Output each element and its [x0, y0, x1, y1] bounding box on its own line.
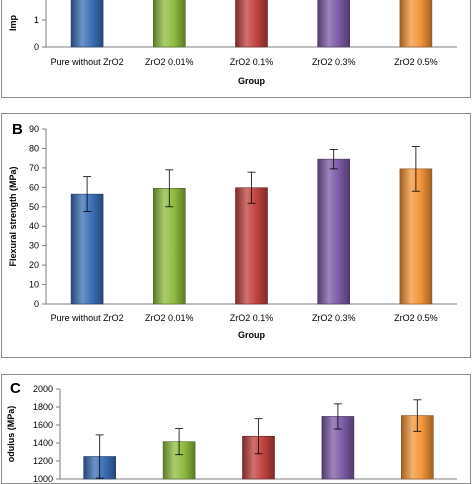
modulus-chart: C 1000 1200 1400 1600 1800 2000 odulus (MPa): [6, 380, 457, 483]
y-tick-label: 1600: [33, 420, 53, 430]
bar-4: [317, 158, 351, 305]
y-tick-label: 0: [34, 299, 39, 309]
x-tick-label-5: ZrO2 0.5%: [394, 313, 438, 323]
bar-5: [399, 0, 433, 48]
bar-1: [70, 193, 104, 305]
y-tick-label: 80: [29, 143, 39, 153]
y-tick-label: 40: [29, 221, 39, 231]
flexural-strength-chart: B 0 10 20 30 40 50 60 70 80 90 Flexural strength (M…: [8, 121, 457, 340]
y-tick-label: 30: [29, 241, 39, 251]
y-tick-label: 60: [29, 182, 39, 192]
y-tick-label: 50: [29, 202, 39, 212]
y-tick-label: 1400: [33, 438, 53, 448]
y-tick-label: 2000: [33, 384, 53, 394]
chart-panel-b: B 0 10 20 30 40 50 60 70 80 90 Flexural strength (M…: [1, 113, 471, 358]
bar-2: [153, 188, 186, 305]
y-axis-title: odulus (MPa): [6, 406, 16, 463]
x-tick-label-4: ZrO2 0.3%: [312, 313, 356, 323]
y-tick-label: 1000: [33, 474, 53, 483]
y-tick-label: 90: [29, 124, 39, 134]
y-axis-title: Imp: [8, 15, 18, 32]
panel-letter: B: [12, 121, 23, 138]
x-tick-label-1: Pure without ZrO2: [51, 57, 124, 67]
chart-panel-c: C 1000 1200 1400 1600 1800 2000 odulus (MPa): [1, 374, 471, 484]
x-axis-title: Group: [238, 76, 265, 86]
y-tick-label: 10: [29, 280, 39, 290]
y-tick-label: 0: [34, 42, 39, 52]
panel-letter: C: [10, 380, 21, 397]
x-tick-label-5: ZrO2 0.5%: [394, 57, 438, 67]
y-tick-label: 70: [29, 163, 39, 173]
x-tick-label-2: ZrO2 0.01%: [145, 57, 194, 67]
bar-3: [235, 0, 268, 48]
x-tick-label-2: ZrO2 0.01%: [145, 313, 194, 323]
x-axis-title: Group: [238, 330, 265, 340]
bar-2: [153, 0, 186, 48]
bar-3: [235, 187, 268, 305]
y-axis-title: Flexural strength (MPa): [8, 166, 18, 266]
bar-4: [317, 0, 351, 48]
x-tick-label-3: ZrO2 0.1%: [230, 57, 274, 67]
x-tick-label-3: ZrO2 0.1%: [230, 313, 274, 323]
x-tick-label-4: ZrO2 0.3%: [312, 57, 356, 67]
y-tick-label: 20: [29, 260, 39, 270]
y-tick-label: 1: [34, 15, 39, 25]
y-tick-label: 1800: [33, 402, 53, 412]
y-tick-label: 1200: [33, 456, 53, 466]
bar-1: [70, 0, 104, 48]
x-tick-label-1: Pure without ZrO2: [51, 313, 124, 323]
